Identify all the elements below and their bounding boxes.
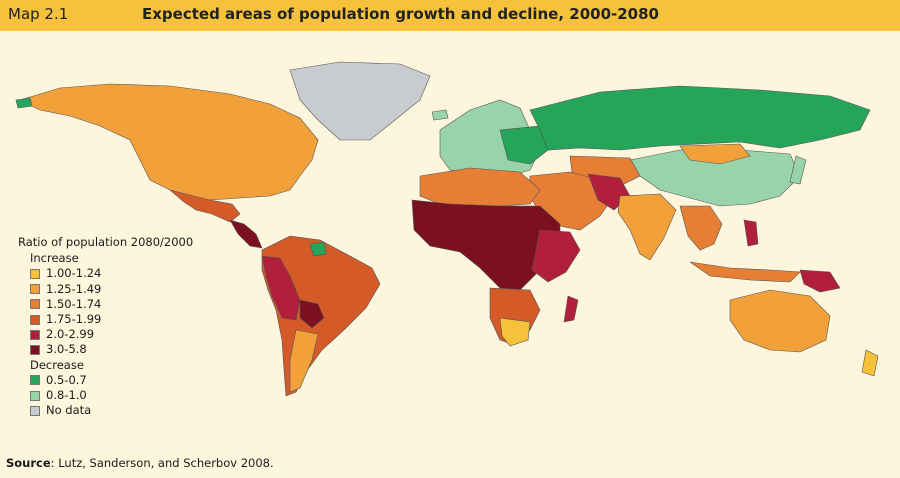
legend-swatch <box>30 405 40 416</box>
source-label: Source <box>6 456 51 470</box>
legend-item-label: 2.0-2.99 <box>46 327 95 342</box>
region-guiana <box>309 241 327 257</box>
region-japan <box>789 155 807 185</box>
region-andes <box>261 255 301 321</box>
legend-item-label: 0.8-1.0 <box>46 388 87 403</box>
legend-item-label: 0.5-0.7 <box>46 372 87 387</box>
legend-item: No data <box>30 403 193 418</box>
region-eastern-europe <box>499 125 549 165</box>
region-philippines <box>743 219 759 247</box>
legend-item-label: 1.75-1.99 <box>46 312 102 327</box>
region-greenland <box>289 61 431 141</box>
legend-swatch <box>30 269 40 279</box>
legend-decrease-label: Decrease <box>30 357 84 372</box>
legend-increase-label: Increase <box>30 251 79 266</box>
legend-item-label: 1.50-1.74 <box>46 296 102 311</box>
map-label: Map 2.1 <box>8 5 69 23</box>
legend-item: 1.00-1.24 <box>30 266 193 281</box>
region-mongolia <box>679 143 751 165</box>
legend-item: 0.8-1.0 <box>30 388 193 403</box>
legend-item-label: 1.00-1.24 <box>46 266 102 281</box>
region-bolivia <box>299 299 325 329</box>
legend-item-label: 1.25-1.49 <box>46 281 102 296</box>
region-west-central-africa <box>411 199 561 291</box>
legend-title: Ratio of population 2080/2000 <box>18 235 194 249</box>
region-russia <box>529 85 871 151</box>
region-papua <box>799 269 841 293</box>
title-bar: Map 2.1 Expected areas of population gro… <box>0 0 900 31</box>
region-mexico <box>169 189 241 223</box>
world-map <box>15 61 879 397</box>
legend-item: 0.5-0.7 <box>30 373 193 388</box>
legend-item-label: 3.0-5.8 <box>46 342 87 357</box>
region-new-zealand <box>861 349 879 377</box>
legend-swatch <box>30 329 40 340</box>
legend-swatch <box>30 314 40 325</box>
legend-item: 3.0-5.8 <box>30 342 193 357</box>
legend-item: 1.50-1.74 <box>30 297 193 312</box>
legend-increase-group: Increase 1.00-1.24 1.25-1.49 1.50-1.74 1… <box>18 251 193 418</box>
region-india <box>617 193 677 261</box>
legend-item: 1.75-1.99 <box>30 312 193 327</box>
region-alaska-islands <box>15 97 33 109</box>
legend-swatch <box>30 345 40 356</box>
legend-item-label: No data <box>46 403 92 418</box>
region-indonesia <box>689 261 801 283</box>
region-southeast-asia <box>679 205 723 251</box>
legend-swatch <box>30 284 40 295</box>
region-east-africa <box>531 229 581 283</box>
region-iceland <box>431 109 449 121</box>
legend-swatch <box>30 390 40 401</box>
legend-item: 1.25-1.49 <box>30 282 193 297</box>
source-note: Source: Lutz, Sanderson, and Scherbov 20… <box>6 456 274 470</box>
region-north-africa <box>419 167 541 207</box>
legend-swatch <box>30 375 40 386</box>
region-argentina <box>289 329 319 393</box>
region-north-america <box>19 83 319 201</box>
source-text: : Lutz, Sanderson, and Scherbov 2008. <box>50 456 274 470</box>
legend-item: 2.0-2.99 <box>30 327 193 342</box>
region-south-africa <box>499 317 531 347</box>
region-australia <box>729 289 831 353</box>
legend: Ratio of population 2080/2000 Increase 1… <box>18 235 193 418</box>
legend-swatch <box>30 299 40 310</box>
region-central-america <box>229 219 263 249</box>
region-madagascar <box>563 295 579 323</box>
map-title: Expected areas of population growth and … <box>142 5 659 23</box>
